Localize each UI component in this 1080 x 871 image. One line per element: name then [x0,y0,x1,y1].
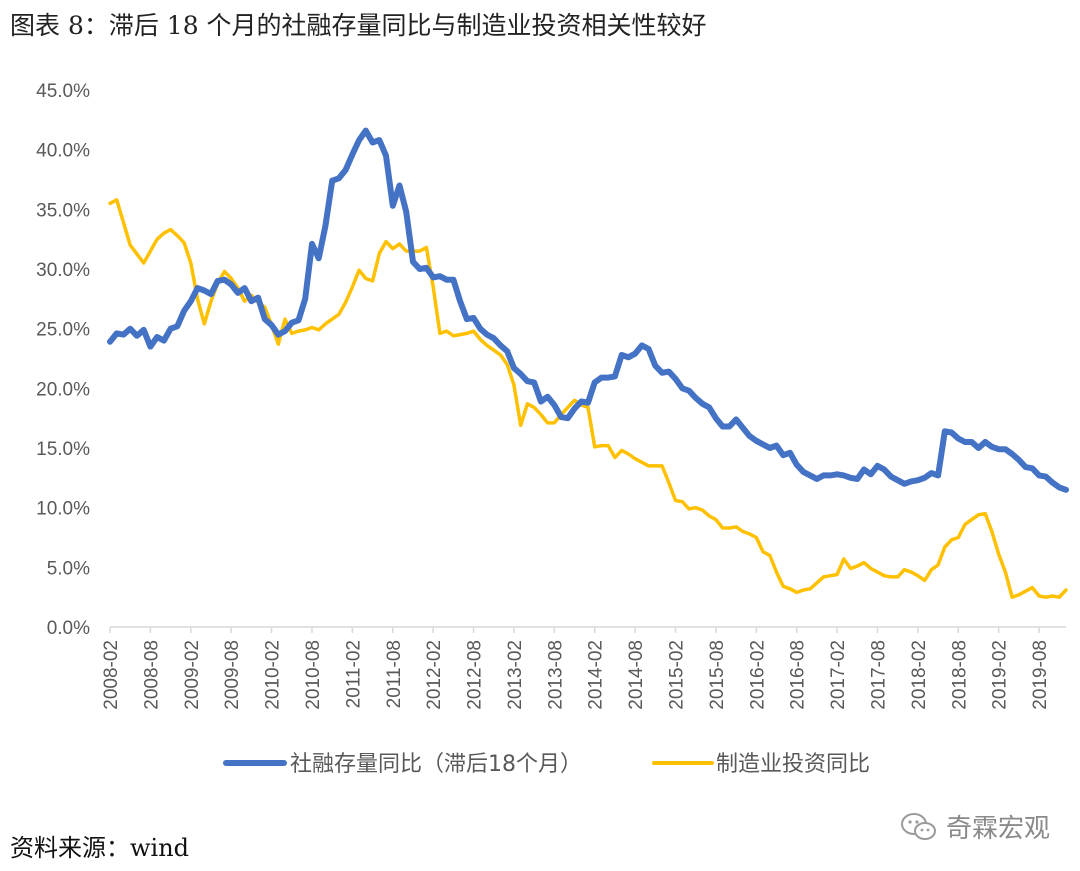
x-tick-label: 2015-08 [707,640,728,710]
x-tick-label: 2017-08 [868,640,889,710]
chart-title: 图表 8：滞后 18 个月的社融存量同比与制造业投资相关性较好 [10,11,707,40]
series-lines [107,127,1069,599]
x-tick-label: 2014-08 [626,640,647,710]
y-axis-tick-labels: 0.0% 5.0% 10.0% 15.0% 20.0% 25.0% 30.0% 35.0% 40… [36,81,90,639]
x-tick-label: 2012-08 [465,640,486,710]
y-tick-label: 45.0% [36,81,90,102]
x-tick-label: 2012-02 [424,640,445,710]
y-tick-label: 5.0% [47,558,90,579]
legend: 社融存量同比（滞后18个月） 制造业投资同比 [223,752,870,777]
x-tick-label: 2018-02 [909,640,930,710]
watermark: 奇霖宏观 [900,808,1050,845]
x-tick-label: 2009-02 [182,640,203,710]
x-tick-label: 2011-08 [384,640,405,708]
x-tick-label: 2008-08 [141,640,162,710]
watermark-text: 奇霖宏观 [945,814,1050,844]
x-tick-label: 2018-08 [949,640,970,710]
x-tick-label: 2010-08 [303,640,324,710]
x-tick-label: 2019-08 [1030,640,1051,710]
legend-item-manufacturing-investment: 制造业投资同比 [652,752,870,777]
x-tick-label: 2016-02 [747,640,768,710]
x-tick-label: 2017-02 [828,640,849,710]
x-tick-label: 2013-08 [545,640,566,710]
x-tick-label: 2010-02 [263,640,284,710]
x-tick-label: 2014-02 [586,640,607,710]
series-line-social-financing [107,127,1069,493]
y-tick-label: 40.0% [36,141,90,162]
y-tick-label: 0.0% [47,618,90,639]
legend-label: 制造业投资同比 [716,752,870,777]
wechat-icon [900,812,936,840]
x-tick-label: 2011-02 [343,640,364,708]
x-tick-label: 2008-02 [101,640,122,710]
y-tick-label: 15.0% [36,439,90,460]
y-tick-label: 20.0% [36,379,90,400]
x-axis-tick-labels: 2008-02 2008-08 2009-02 2009-08 2010-02 2010-… [101,627,1051,710]
y-tick-label: 25.0% [36,320,90,341]
x-tick-label: 2009-08 [222,640,243,710]
legend-item-social-financing: 社融存量同比（滞后18个月） [223,752,582,777]
x-tick-label: 2016-08 [788,640,809,710]
y-tick-label: 35.0% [36,200,90,221]
x-tick-label: 2019-02 [990,640,1011,710]
y-axis-grid [110,89,1066,568]
source-note: 资料来源：wind [10,834,190,862]
x-tick-label: 2015-02 [667,640,688,710]
y-tick-label: 30.0% [36,260,90,281]
legend-label: 社融存量同比（滞后18个月） [290,752,582,777]
x-tick-label: 2013-02 [505,640,526,710]
y-tick-label: 10.0% [36,499,90,520]
